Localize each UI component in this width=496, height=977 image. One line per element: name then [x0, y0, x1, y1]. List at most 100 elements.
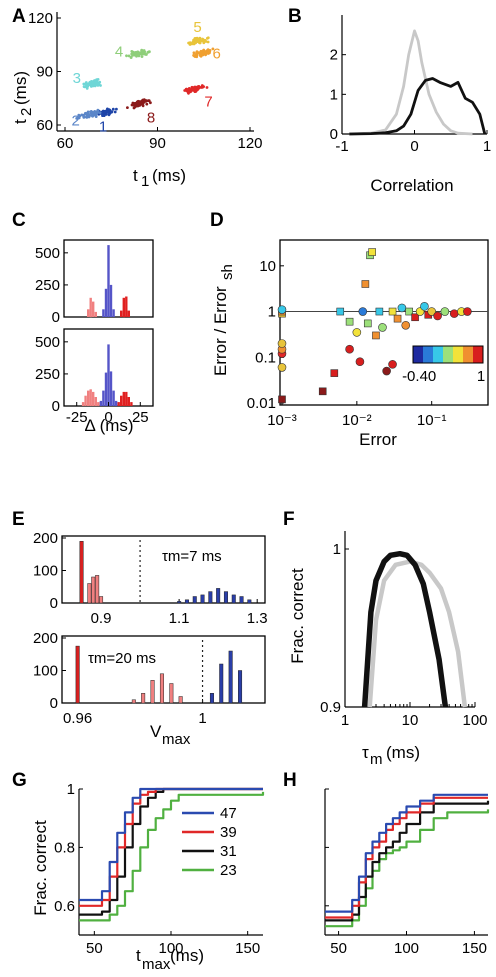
chart-a-cluster-label-2: 2 — [71, 112, 79, 129]
chart-g-x-label-sub: max — [142, 956, 171, 973]
chart-e-bar — [216, 588, 221, 604]
chart-d-x-label: Error — [359, 430, 397, 449]
chart-a-point-7 — [205, 86, 209, 89]
G-area-legend-label-23: 23 — [220, 862, 237, 879]
chart-a-x-label-sub: 1 — [141, 173, 149, 190]
chart-c-bar — [114, 400, 118, 406]
chart-d-point-circle — [378, 323, 387, 332]
chart-e-sub0-xtick-label: 0.9 — [91, 610, 112, 627]
chart-d-y-label: Error / Error sh — [211, 264, 236, 376]
chart-d-point-circle — [401, 321, 411, 330]
chart-d-xtick-label: 10⁻² — [342, 412, 372, 429]
chart-a-point-5 — [187, 41, 191, 45]
chart-c-sub0-ytick-label: 0 — [52, 309, 60, 326]
chart-d-frame — [279, 239, 489, 406]
chart-a-root: 60 90 120 60 90 120 1 2 3 4 56 7 8 t 1 (ms) t 2 (ms) — [11, 10, 263, 190]
chart-e-bar — [87, 583, 92, 604]
chart-b-ytick-label: 1 — [330, 86, 338, 103]
chart-c-bar — [94, 311, 97, 317]
chart-a-point-3 — [93, 79, 96, 82]
chart-a-point-1 — [113, 110, 117, 114]
chart-d-colorbar-frame — [412, 345, 484, 364]
H-area-series-line-39 — [325, 796, 488, 919]
chart-e-bar — [228, 650, 233, 704]
chart-d-point-square — [361, 280, 370, 288]
chart-a-ytick-label: 120 — [28, 10, 53, 27]
chart-c-bar — [109, 284, 113, 317]
chart-a-point-3 — [84, 81, 88, 84]
chart-a-point-3 — [84, 85, 87, 88]
chart-a-point-8 — [137, 102, 141, 105]
chart-g-plot: 50 100 150 0.6 0.8 1 47 39 31 23 — [54, 781, 265, 957]
chart-a-cluster-label-7: 7 — [204, 93, 212, 110]
chart-c-bar — [107, 245, 110, 317]
chart-a-point-1 — [101, 114, 104, 117]
G-area-xtick-label: 50 — [86, 940, 103, 957]
chart-a-x-label: t 1 (ms) — [133, 166, 186, 190]
chart-e-bar — [209, 693, 214, 704]
chart-b-xtick-label: 1 — [483, 138, 491, 155]
chart-e-sub0-xtick-label: 1.1 — [169, 610, 190, 627]
chart-c-bar — [84, 395, 87, 406]
chart-c-xtick-label: -25 — [66, 409, 88, 426]
chart-a-point-4 — [130, 52, 134, 56]
chart-e-bar — [200, 594, 205, 604]
chart-a-point-7 — [201, 85, 205, 89]
chart-c-sub1-ytick-label: 0 — [52, 398, 60, 415]
chart-f-y-label: Frac. correct — [288, 568, 307, 664]
chart-e-bar — [91, 576, 96, 604]
chart-f-xtick-label: 1 — [341, 712, 349, 729]
chart-a-point-2 — [75, 117, 79, 120]
chart-a-point-5 — [206, 36, 210, 40]
chart-d-colorbar-segment — [473, 346, 484, 363]
chart-d-point-square — [372, 331, 380, 340]
G-area-xtick-label: 100 — [158, 940, 183, 957]
chart-a-point-8 — [133, 105, 137, 109]
chart-e-sub1-xtick-label: 0.96 — [63, 710, 92, 727]
chart-a-point-8 — [145, 102, 149, 106]
chart-c-x-label: Δ (ms) — [84, 416, 133, 435]
panel-label-e: E — [12, 509, 25, 530]
chart-a-point-8 — [126, 106, 129, 109]
chart-c-bar — [127, 310, 130, 317]
chart-e-plot: 0 100 200 0.9 1.1 1.3 0 100 200 0.96 1 τm=7 ms τm=20… — [33, 530, 268, 727]
chart-c-bar — [112, 390, 115, 406]
chart-d-colorbar-segment — [413, 346, 424, 363]
chart-e-bar — [75, 645, 80, 704]
chart-c-xtick-label: 25 — [132, 409, 149, 426]
chart-a-point-2 — [96, 108, 100, 112]
chart-a-point-7 — [197, 85, 201, 88]
chart-a-point-5 — [196, 38, 200, 41]
chart-a-point-3 — [93, 83, 97, 87]
panel-label-a: A — [12, 6, 26, 27]
chart-d-point-square — [393, 314, 402, 323]
chart-d-y-label-main: Error / Error — [211, 286, 230, 376]
chart-e-bar — [223, 591, 228, 604]
chart-d-point-circle — [397, 303, 407, 313]
chart-c-sub1-ytick-label: 250 — [35, 366, 60, 383]
chart-a-point-1 — [104, 113, 108, 116]
chart-a-point-6 — [195, 50, 199, 53]
chart-d-point-square — [388, 307, 397, 316]
chart-c-bar — [125, 391, 128, 406]
chart-a-point-1 — [115, 107, 118, 111]
chart-e-bar — [177, 601, 182, 604]
chart-e-bar — [131, 699, 136, 704]
chart-c-plot: 0 250 500 0 250 500 -25 0 25 — [35, 239, 154, 426]
chart-a-ytick-label: 90 — [36, 64, 53, 81]
chart-b-series-line-0 — [349, 29, 473, 136]
chart-a-point-7 — [187, 88, 191, 91]
chart-d-point-square — [278, 395, 286, 404]
chart-d-xtick-label: 10⁻¹ — [417, 412, 447, 429]
chart-d-point-circle — [449, 309, 459, 318]
chart-a-point-8 — [142, 98, 146, 102]
chart-b-ytick-label: 2 — [330, 47, 338, 64]
chart-c-bar — [107, 344, 110, 406]
chart-c-bar — [130, 402, 133, 406]
chart-a-cluster-label-8: 8 — [147, 110, 155, 127]
chart-a-point-5 — [190, 42, 194, 46]
chart-f-x-label-sub: m — [370, 751, 383, 768]
chart-d-point-square — [330, 369, 339, 377]
chart-b-x-label: Correlation — [370, 176, 453, 195]
